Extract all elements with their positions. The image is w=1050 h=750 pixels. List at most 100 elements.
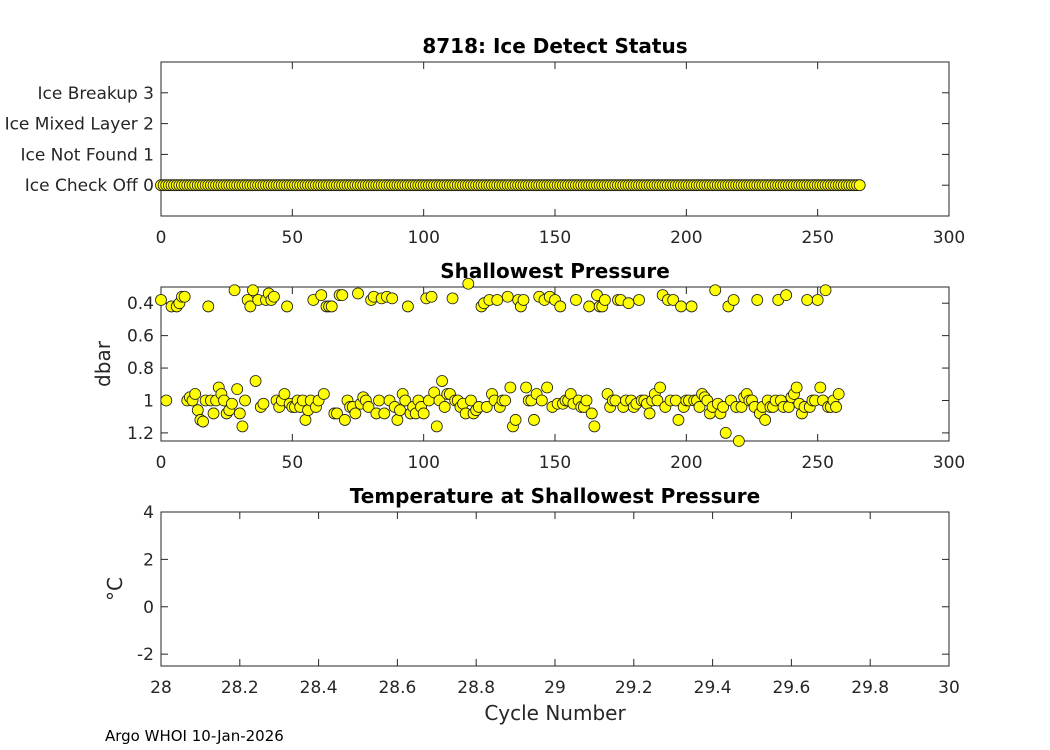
data-point bbox=[417, 407, 430, 420]
data-point bbox=[719, 426, 732, 439]
data-point bbox=[378, 407, 391, 420]
y-tick-label: 2 bbox=[143, 550, 154, 570]
data-point bbox=[517, 294, 530, 306]
data-point bbox=[672, 414, 685, 426]
data-point bbox=[759, 414, 772, 426]
x-tick-label: 29.8 bbox=[851, 678, 889, 698]
data-point bbox=[425, 290, 438, 303]
data-point bbox=[599, 294, 611, 306]
x-tick-label: 100 bbox=[407, 453, 439, 473]
x-tick-label: 250 bbox=[801, 228, 833, 248]
data-point bbox=[299, 414, 312, 426]
data-point bbox=[207, 407, 220, 420]
data-point bbox=[541, 381, 554, 394]
data-point bbox=[247, 284, 259, 297]
x-tick-label: 150 bbox=[539, 453, 571, 473]
data-point bbox=[278, 388, 291, 400]
data-point bbox=[643, 407, 656, 420]
data-point bbox=[249, 375, 262, 387]
data-point bbox=[436, 375, 448, 387]
data-point bbox=[394, 404, 406, 417]
chart-panel-3: 28 28.2 28.4 28.6 28.8 29 29.2 29.4 29.6 29.8 30 -2… bbox=[103, 484, 960, 725]
data-point bbox=[814, 381, 827, 394]
data-point bbox=[588, 420, 601, 433]
x-tick-label: 29.2 bbox=[615, 678, 653, 698]
data-point bbox=[336, 289, 349, 302]
data-point bbox=[226, 397, 238, 410]
data-point bbox=[675, 300, 687, 313]
y-tick-label: 0 bbox=[143, 598, 154, 618]
x-tick-label: 100 bbox=[407, 228, 439, 248]
data-point bbox=[386, 292, 399, 305]
data-point bbox=[790, 381, 803, 394]
data-point bbox=[585, 407, 598, 420]
data-point bbox=[317, 388, 330, 400]
x-tick-label: 300 bbox=[933, 228, 965, 248]
data-point bbox=[853, 179, 866, 192]
data-point bbox=[583, 300, 596, 313]
x-tick-label: 150 bbox=[539, 228, 571, 248]
data-point bbox=[189, 388, 202, 400]
y-tick-label: 4 bbox=[143, 503, 154, 523]
data-point bbox=[191, 404, 204, 417]
y-tick-label: 0.8 bbox=[127, 359, 154, 379]
x-tick-label: 50 bbox=[282, 453, 304, 473]
y-tick-label: Ice Check Off 0 bbox=[25, 176, 154, 196]
chart-title: Temperature at Shallowest Pressure bbox=[350, 484, 760, 508]
data-point bbox=[654, 381, 666, 394]
data-point bbox=[239, 394, 251, 407]
data-point bbox=[717, 401, 730, 413]
data-point bbox=[801, 294, 814, 306]
chart-panel-2: 0 50 100 150 200 250 300 0.4 0.6 0.8 1 1.2 Shallowes… bbox=[91, 259, 965, 473]
data-point bbox=[446, 292, 459, 305]
data-point bbox=[462, 277, 475, 290]
x-tick-label: 28 bbox=[150, 678, 172, 698]
x-tick-label: 28.8 bbox=[457, 678, 495, 698]
data-point bbox=[667, 294, 680, 306]
data-point bbox=[633, 294, 645, 306]
data-point bbox=[352, 287, 364, 300]
data-point bbox=[528, 414, 540, 426]
data-point bbox=[830, 401, 842, 413]
data-point bbox=[236, 420, 249, 433]
data-point bbox=[751, 294, 764, 306]
data-point bbox=[811, 294, 824, 306]
data-point bbox=[315, 289, 328, 302]
data-point bbox=[233, 407, 246, 420]
data-point bbox=[732, 435, 745, 447]
data-point bbox=[281, 300, 293, 313]
data-point bbox=[331, 407, 343, 420]
data-point bbox=[693, 401, 706, 413]
data-point bbox=[570, 294, 582, 306]
x-tick-label: 50 bbox=[282, 228, 304, 248]
data-point bbox=[709, 284, 722, 297]
data-point bbox=[499, 394, 511, 407]
data-point bbox=[782, 401, 795, 413]
x-tick-label: 200 bbox=[670, 453, 702, 473]
axes-frame bbox=[160, 286, 950, 442]
chart-panel-1: 0 50 100 150 200 250 300 Ice Check Off 0 Ice Not… bbox=[5, 34, 966, 248]
data-point bbox=[391, 414, 404, 426]
x-tick-label: 200 bbox=[670, 228, 702, 248]
y-tick-label: -2 bbox=[137, 645, 154, 665]
x-axis-label: Cycle Number bbox=[484, 701, 626, 725]
data-point bbox=[268, 290, 280, 303]
y-tick-label: Ice Not Found 1 bbox=[20, 145, 154, 165]
data-point bbox=[780, 289, 793, 302]
data-point bbox=[504, 381, 517, 394]
axes-frame bbox=[160, 511, 950, 667]
data-point bbox=[402, 300, 414, 313]
data-point bbox=[178, 290, 191, 303]
data-point bbox=[509, 414, 522, 426]
data-point bbox=[580, 394, 593, 407]
x-tick-label: 250 bbox=[801, 453, 833, 473]
data-point bbox=[832, 388, 845, 400]
y-tick-label: Ice Breakup 3 bbox=[38, 84, 155, 104]
y-tick-label: 0.6 bbox=[127, 327, 154, 347]
x-tick-label: 29 bbox=[544, 678, 566, 698]
x-tick-label: 0 bbox=[156, 228, 167, 248]
data-point bbox=[685, 300, 698, 313]
y-axis-label: dbar bbox=[91, 340, 115, 387]
data-point bbox=[535, 394, 548, 407]
